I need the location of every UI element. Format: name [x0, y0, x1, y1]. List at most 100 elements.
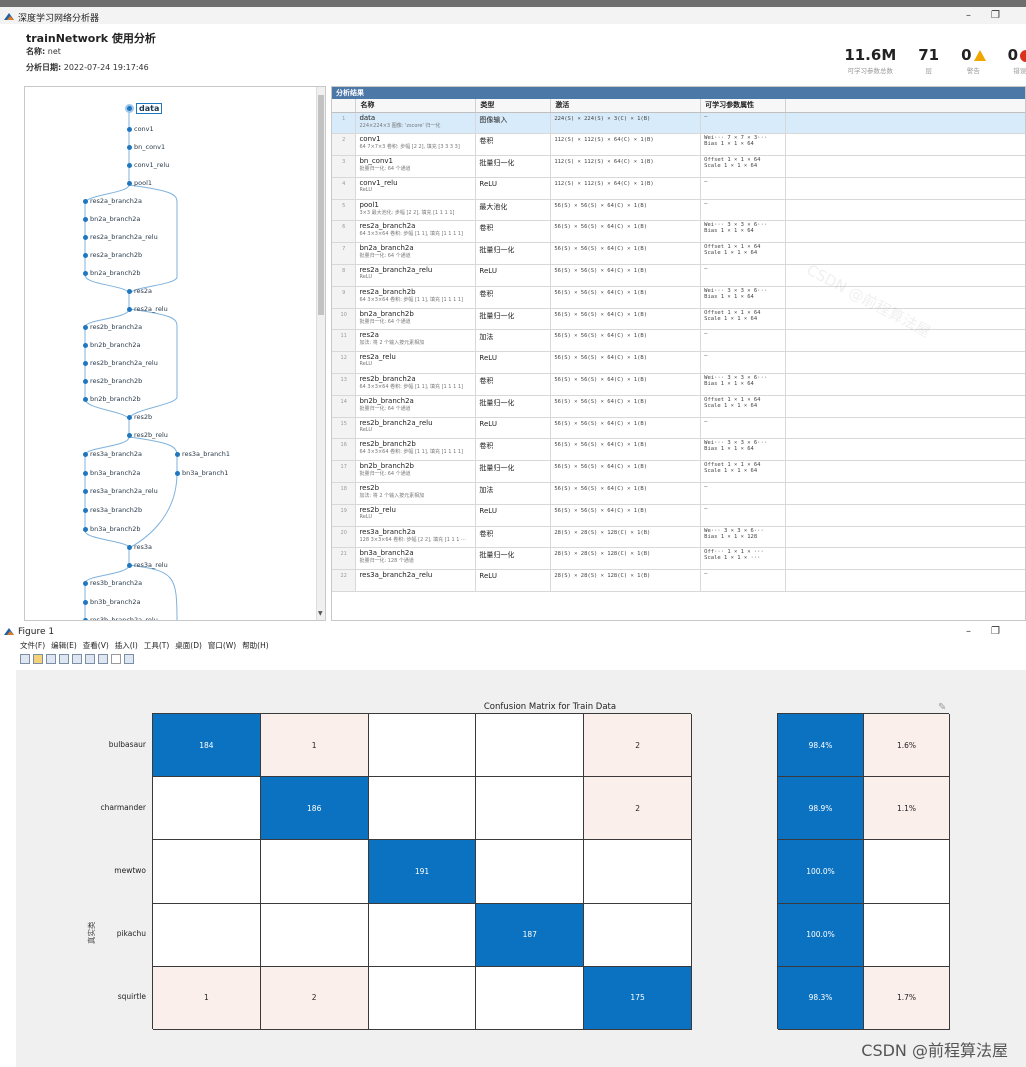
layer-desc: 批量归一化: 64 个通道 [359, 471, 411, 478]
axes-toolbar-icon[interactable]: ✎ [938, 702, 947, 713]
graph-node[interactable]: bn3a_branch1 [175, 469, 228, 477]
table-row[interactable]: 16 res2b_branch2b 64 3×3×64 卷积: 步幅 [1 1], … [332, 438, 1025, 462]
zoom-icon[interactable] [72, 654, 82, 664]
graph-node[interactable]: res2a_branch2a [83, 197, 142, 205]
stat-errors[interactable]: 0 错误 [1008, 46, 1026, 75]
graph-node[interactable]: pool1 [127, 179, 152, 187]
graph-node[interactable]: bn2b_branch2a [83, 341, 140, 349]
table-row[interactable]: 14 bn2b_branch2a 批量归一化: 64 个通道 批量归一化 56(S) ×… [332, 395, 1025, 418]
graph-node[interactable]: bn_conv1 [127, 143, 165, 151]
graph-node[interactable]: conv1_relu [127, 161, 169, 169]
restore-button[interactable]: ❐ [991, 10, 1000, 21]
open-folder-icon[interactable] [33, 654, 43, 664]
table-row[interactable]: 17 bn2b_branch2b 批量归一化: 64 个通道 批量归一化 56(S) ×… [332, 460, 1025, 484]
layer-desc: 批量归一化: 128 个通道 [359, 558, 414, 565]
graph-node[interactable]: res3a_branch1 [175, 450, 230, 458]
menu-window[interactable]: 窗口(W) [207, 641, 237, 650]
graph-node-label: res2a_branch2a [90, 197, 142, 205]
scroll-down-icon[interactable]: ▼ [318, 610, 323, 617]
graph-node[interactable]: res3b_branch2a [83, 579, 142, 587]
table-row[interactable]: 1 data 224×224×3 图像: 'zscore' 归一化 图像输入 224(S… [332, 112, 1025, 135]
table-row[interactable]: 3 bn_conv1 批量归一化: 64 个通道 批量归一化 112(S) × 112(… [332, 155, 1025, 178]
table-row[interactable]: 4 conv1_relu ReLU ReLU 112(S) × 112(S) × 64(… [332, 177, 1025, 200]
figure-minimize-button[interactable]: – [966, 626, 972, 637]
col-params[interactable]: 可学习参数属性 [700, 99, 787, 113]
graph-node[interactable]: res3a_branch2a [83, 450, 142, 458]
col-name[interactable]: 名称 [355, 99, 477, 113]
figure-restore-button[interactable]: ❐ [991, 626, 1000, 637]
graph-node[interactable]: res3a_relu [127, 561, 168, 569]
table-row[interactable]: 9 res2a_branch2b 64 3×3×64 卷积: 步幅 [1 1], 填… [332, 286, 1025, 309]
table-row[interactable]: 6 res2a_branch2a 64 3×3×64 卷积: 步幅 [1 1], 填… [332, 220, 1025, 244]
layer-name-cell: bn2b_branch2a 批量归一化: 64 个通道 [355, 395, 477, 418]
table-row[interactable]: 13 res2b_branch2a 64 3×3×64 卷积: 步幅 [1 1], … [332, 373, 1025, 396]
table-row[interactable]: 22 res3a_branch2a_relu ReLU 28(S) × 28(S) ×… [332, 569, 1025, 593]
graph-node[interactable]: res3b_branch2a_relu [83, 616, 158, 620]
layer-params: We··· 3 × 3 × 6··· Bias 1 × 1 × 128 [700, 526, 787, 549]
scroll-thumb[interactable] [318, 95, 324, 315]
graph-node[interactable]: res2b [127, 413, 152, 421]
menu-edit[interactable]: 编辑(E) [51, 641, 77, 650]
col-type[interactable]: 类型 [475, 99, 552, 113]
graph-node[interactable]: res3a_branch2b [83, 506, 142, 514]
table-row[interactable]: 21 bn3a_branch2a 批量归一化: 128 个通道 批量归一化 28(S) … [332, 547, 1025, 571]
layer-activation: 56(S) × 56(S) × 64(C) × 1(B) [550, 417, 702, 440]
graph-node-data[interactable]: data [125, 103, 163, 114]
graph-node[interactable]: bn2a_branch2b [83, 269, 140, 277]
menu-desktop[interactable]: 桌面(D) [175, 641, 202, 650]
graph-node[interactable]: res3a_branch2a_relu [83, 487, 158, 495]
new-file-icon[interactable] [20, 654, 30, 664]
minimize-button[interactable]: – [966, 10, 972, 21]
graph-node[interactable]: bn3b_branch2a [83, 598, 140, 606]
table-row[interactable]: 12 res2a_relu ReLU ReLU 56(S) × 56(S) × 64(C… [332, 351, 1025, 375]
graph-node[interactable]: conv1 [127, 125, 154, 133]
menu-view[interactable]: 查看(V) [82, 641, 109, 650]
graph-node[interactable]: res2a [127, 287, 152, 295]
dock-icon[interactable] [85, 654, 95, 664]
col-index[interactable] [332, 99, 357, 113]
graph-node[interactable]: res2a_branch2b [83, 251, 142, 259]
graph-node[interactable]: bn2b_branch2b [83, 395, 141, 403]
graph-node[interactable]: res2b_relu [127, 431, 168, 439]
matrix-cell: 175 [584, 966, 692, 1030]
table-row[interactable]: 2 conv1 64 7×7×3 卷积: 步幅 [2 2], 填充 [3 3 3 3… [332, 133, 1025, 157]
col-activation[interactable]: 激活 [550, 99, 702, 113]
table-row[interactable]: 5 pool1 3×3 最大池化: 步幅 [2 2], 填充 [1 1 1 1] 最大… [332, 199, 1025, 222]
menu-file[interactable]: 文件(F) [20, 641, 46, 650]
param-line-1: – [704, 200, 708, 207]
table-row[interactable]: 20 res3a_branch2a 128 3×3×64 卷积: 步幅 [2 2],… [332, 526, 1025, 549]
graph-scrollbar[interactable]: ▼ [316, 87, 325, 620]
layer-desc: ReLU [359, 513, 372, 520]
graph-node[interactable]: res3a [127, 543, 152, 551]
print-icon[interactable] [59, 654, 69, 664]
layer-type: ReLU [475, 569, 552, 593]
stat-warnings[interactable]: 0 警告 [961, 46, 986, 75]
table-row[interactable]: 19 res2b_relu ReLU ReLU 56(S) × 56(S) × 64(C… [332, 504, 1025, 527]
graph-node[interactable]: bn2a_branch2a [83, 215, 140, 223]
table-row[interactable]: 10 bn2a_branch2b 批量归一化: 64 个通道 批量归一化 56(S) ×… [332, 308, 1025, 331]
graph-node[interactable]: res2b_branch2a_relu [83, 359, 158, 367]
menu-insert[interactable]: 插入(I) [114, 641, 138, 650]
property-editor-icon[interactable] [124, 654, 134, 664]
graph-node[interactable]: bn3a_branch2a [83, 469, 140, 477]
menu-help[interactable]: 帮助(H) [242, 641, 269, 650]
table-row[interactable]: 7 bn2a_branch2a 批量归一化: 64 个通道 批量归一化 56(S) × … [332, 242, 1025, 266]
graph-node[interactable]: res2b_branch2a [83, 323, 142, 331]
matrix-cell [368, 777, 477, 841]
save-icon[interactable] [46, 654, 56, 664]
menu-tools[interactable]: 工具(T) [143, 641, 170, 650]
table-row[interactable]: 18 res2b 加法: 将 2 个输入按元素相加 加法 56(S) × 56(S) ×… [332, 482, 1025, 505]
table-row[interactable]: 11 res2a 加法: 将 2 个输入按元素相加 加法 56(S) × 56(S) ×… [332, 329, 1025, 353]
pointer-icon[interactable] [111, 654, 121, 664]
network-graph-panel[interactable]: data conv1 bn_conv1 conv1_relu pool1 res… [24, 86, 326, 621]
insert-colorbar-icon[interactable] [98, 654, 108, 664]
graph-node[interactable]: bn3a_branch2b [83, 525, 140, 533]
param-line-1: Off··· 1 × 1 × ··· [704, 549, 764, 556]
graph-node[interactable]: res2b_branch2b [83, 377, 142, 385]
table-row[interactable]: 15 res2b_branch2a_relu ReLU ReLU 56(S) × 56(… [332, 417, 1025, 440]
graph-node[interactable]: res2a_branch2a_relu [83, 233, 158, 241]
table-row[interactable]: 8 res2a_branch2a_relu ReLU ReLU 56(S) × 56(S… [332, 264, 1025, 287]
layer-activation: 56(S) × 56(S) × 64(C) × 1(B) [550, 395, 702, 418]
graph-node[interactable]: res2a_relu [127, 305, 168, 313]
graph-node-label: res3a_branch2a_relu [90, 487, 158, 495]
